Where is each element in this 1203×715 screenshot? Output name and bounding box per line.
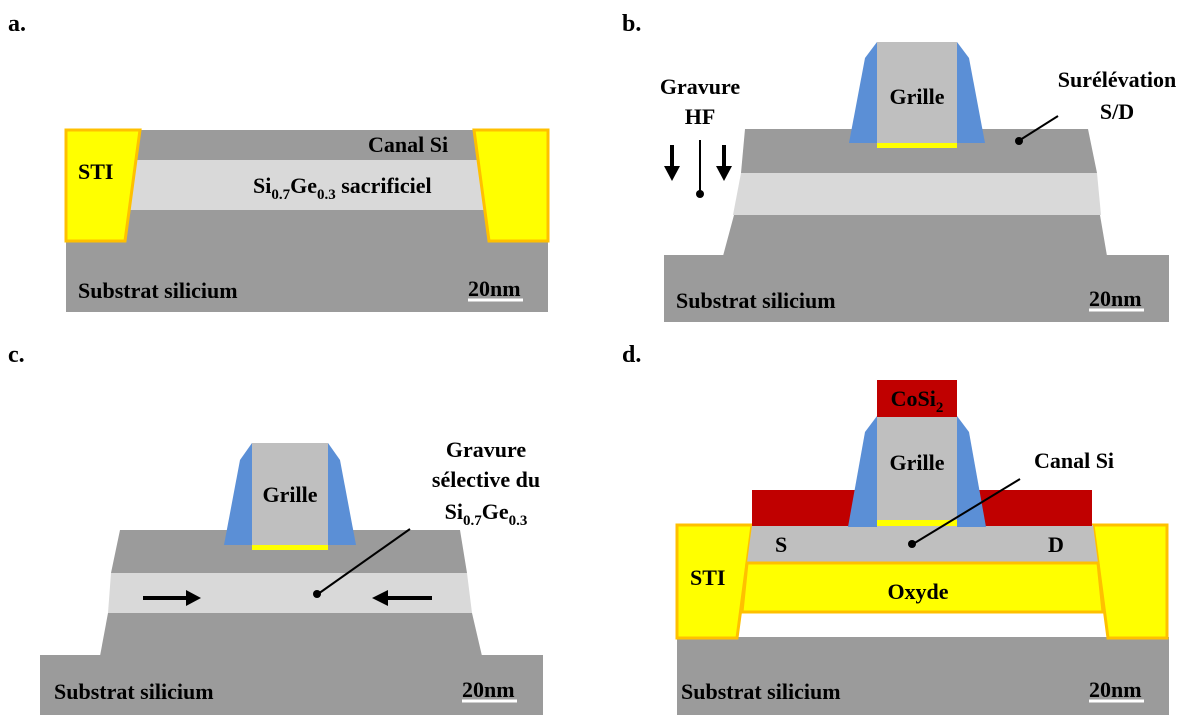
panel-c: c. Grille Gravure sélective du Si0.7Ge0.… [8,342,543,715]
si-base-layer [723,215,1107,256]
raised-source-drain [741,129,1097,173]
surelevation-label-2: S/D [1100,99,1134,124]
etch-arrow-left [664,145,680,181]
spacer-right [328,443,356,545]
etch-arrow-left [143,590,201,606]
gate-oxide [877,520,957,526]
substrate-layer [664,255,1169,322]
gate-block [877,416,957,520]
gate-block [252,443,328,545]
sige-sacrificial-layer [125,160,487,210]
panel-a: a. STI Canal Si Si0.7Ge0.3 sacrificiel S… [8,11,550,312]
gravure-label-1: Gravure [660,74,740,99]
substrate-layer [66,232,548,312]
gravure-label-2: sélective du [432,467,540,492]
sti-right [1091,523,1169,640]
source-label: S [775,532,787,557]
grille-label: Grille [890,84,945,109]
spacer-left [848,416,877,527]
source-drain-channel [747,525,1098,563]
spacer-left [849,42,877,143]
grille-label: Grille [263,482,318,507]
panel-d-label: d. [622,342,641,368]
sige-label: Si0.7Ge0.3 sacrificiel [253,173,432,203]
spacer-left [224,443,252,545]
grille-label: Grille [890,450,945,475]
spacer-right [957,416,986,527]
raised-source-drain [111,530,467,573]
substrate-layer [677,637,1169,715]
si-channel-layer [132,130,482,160]
sige-label: Si0.7Ge0.3 [445,499,528,529]
substrate-label: Substrat silicium [676,288,836,313]
scale-label: 20nm [468,276,521,301]
pointer-line [1019,115,1059,141]
panel-b: b. Grille Gravure HF Surélévation S/D Su… [622,11,1176,322]
pointer-line [317,528,411,595]
sti-left [675,523,754,640]
surelevation-label-1: Surélévation [1058,67,1177,92]
si-base-layer [100,613,482,656]
panel-a-label: a. [8,11,26,37]
scale-label: 20nm [462,677,515,702]
substrate-label: Substrat silicium [681,679,841,704]
substrate-label: Substrat silicium [54,679,214,704]
gate-block [877,42,957,143]
scale-label: 20nm [1089,286,1142,311]
buried-oxide [740,561,1105,614]
gate-oxide [877,143,957,148]
canal-label: Canal Si [368,132,448,157]
sti-right [472,128,550,243]
cosi-label: CoSi2 [891,386,944,416]
gravure-label-2: HF [685,104,716,129]
panel-c-label: c. [8,342,25,368]
panel-b-label: b. [622,11,641,37]
etch-arrow-right [372,590,432,606]
sti-label: STI [78,159,113,184]
oxyde-label: Oxyde [887,579,948,604]
sige-layer [733,173,1101,215]
si-base-layer [120,210,492,234]
drain-label: D [1048,532,1064,557]
sti-label: STI [690,565,725,590]
canal-label: Canal Si [1034,448,1114,473]
pointer-dot [696,190,704,198]
pointer-dot [313,590,321,598]
sige-etched-cavity [108,573,472,613]
panel-d: d. CoSi2 Grille Canal Si S D STI Oxyde S… [622,342,1169,715]
substrate-label: Substrat silicium [78,278,238,303]
silicide-gate [877,380,957,417]
scale-label: 20nm [1089,677,1142,702]
sti-left [64,128,142,243]
etch-arrow-right [716,145,732,181]
gravure-label-1: Gravure [446,437,526,462]
pointer-line [912,478,1021,545]
spacer-right [957,42,985,143]
gate-oxide [252,545,328,550]
silicide-drain [972,490,1092,526]
pointer-dot [1015,137,1023,145]
substrate-layer [40,655,543,715]
pointer-dot [908,540,916,548]
